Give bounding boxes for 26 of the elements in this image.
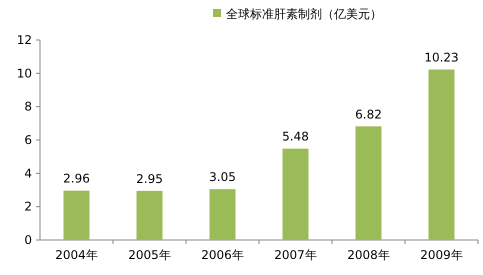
bar [356, 126, 382, 240]
bar [282, 148, 308, 240]
y-tick-label: 0 [24, 233, 32, 247]
y-tick-label: 4 [24, 166, 32, 180]
x-tick-label: 2006年 [201, 248, 244, 262]
x-tick-label: 2009年 [420, 248, 463, 262]
bar [64, 190, 90, 240]
x-tick-label: 2007年 [274, 248, 317, 262]
data-label: 5.48 [282, 130, 309, 144]
data-label: 6.82 [355, 107, 382, 122]
y-tick-label: 6 [24, 133, 32, 147]
data-label: 3.05 [209, 170, 236, 184]
y-tick-label: 2 [24, 200, 32, 214]
data-label: 2.96 [63, 172, 90, 186]
y-tick-label: 8 [24, 100, 32, 114]
legend-label: 全球标准肝素制剂（亿美元） [226, 7, 382, 21]
x-tick-label: 2004年 [55, 248, 98, 262]
bar [210, 189, 236, 240]
data-label: 2.95 [136, 172, 163, 186]
y-tick-label: 10 [16, 66, 32, 80]
bar [428, 70, 454, 240]
data-label: 10.23 [424, 50, 459, 64]
bar [136, 190, 162, 240]
x-tick-label: 2005年 [128, 248, 171, 262]
x-tick-label: 2008年 [347, 248, 390, 262]
y-tick-label: 12 [16, 33, 32, 47]
